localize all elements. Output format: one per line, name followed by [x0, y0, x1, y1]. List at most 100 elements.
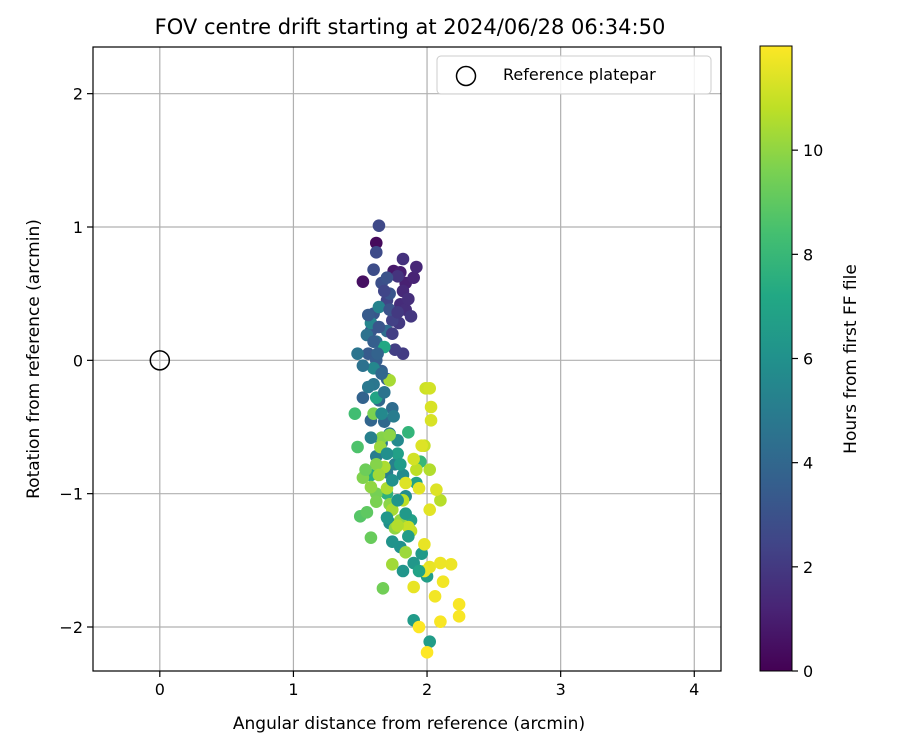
reference-marker [149, 350, 171, 371]
data-point-68 [348, 407, 362, 420]
y-tick-label-2: 0 [73, 351, 83, 370]
data-point-143 [399, 507, 412, 520]
data-point-5 [407, 271, 420, 284]
data-point-102 [436, 575, 450, 588]
data-point-82 [386, 558, 399, 571]
y-axis-ticks: −2 −1 0 1 2 [59, 85, 93, 637]
data-point-107 [412, 620, 426, 634]
colorbar-tick-label-2: 4 [803, 454, 813, 473]
data-point-148 [356, 359, 370, 372]
data-point-94 [415, 439, 428, 452]
data-point-127 [387, 410, 400, 423]
data-point-6 [410, 260, 423, 274]
data-point-12 [404, 310, 418, 323]
legend-marker-icon [455, 65, 477, 87]
data-point-81 [399, 546, 412, 559]
data-point-10 [396, 252, 410, 266]
colorbar-ticks: 0 2 4 6 8 10 [792, 141, 823, 681]
data-point-149 [364, 431, 378, 444]
colorbar-tick-label-5: 10 [803, 141, 823, 160]
data-point-91 [423, 382, 437, 395]
colorbar-label: Hours from first FF file [841, 264, 861, 454]
data-point-38 [351, 347, 364, 360]
data-point-98 [418, 538, 431, 551]
data-point-1 [356, 275, 370, 288]
data-point-105 [452, 610, 466, 623]
plot-frame [92, 46, 722, 672]
data-point-128 [377, 386, 391, 399]
data-point-144 [402, 530, 415, 543]
data-point-146 [380, 511, 394, 524]
data-point-18 [372, 219, 386, 232]
data-point-132 [361, 308, 375, 322]
chart-title: FOV centre drift starting at 2024/06/28 … [155, 15, 666, 39]
x-tick-label-2: 2 [422, 680, 432, 699]
y-axis-label: Rotation from reference (arcmin) [24, 219, 44, 499]
data-point-19 [369, 246, 383, 259]
data-point-92 [424, 400, 438, 414]
data-point-104 [452, 598, 466, 611]
colorbar-tick-label-1: 2 [803, 558, 813, 577]
data-point-86 [434, 494, 447, 507]
y-tick-label-3: 1 [73, 218, 83, 237]
x-axis-ticks: 0 1 2 3 4 [155, 671, 699, 699]
data-point-145 [412, 564, 426, 578]
data-point-126 [394, 458, 407, 471]
data-point-30 [356, 391, 370, 404]
x-tick-label-3: 3 [556, 680, 566, 699]
data-point-136 [386, 327, 399, 340]
data-point-140 [380, 447, 394, 460]
data-point-103 [428, 590, 442, 603]
colorbar-tick-label-3: 6 [803, 350, 813, 369]
x-tick-label-4: 4 [689, 680, 699, 699]
data-point-125 [391, 447, 404, 460]
data-point-15 [388, 343, 402, 356]
x-tick-label-1: 1 [288, 680, 298, 699]
x-tick-label-0: 0 [155, 680, 165, 699]
legend: Reference platepar [436, 55, 712, 95]
data-point-71 [360, 506, 374, 519]
y-tick-label-0: −2 [59, 618, 83, 637]
data-point-95 [430, 483, 443, 496]
data-point-110 [407, 452, 420, 466]
y-tick-label-4: 2 [73, 85, 83, 104]
colorbar-tick-label-4: 8 [803, 245, 813, 264]
data-point-119 [364, 480, 378, 494]
data-point-106 [434, 615, 447, 628]
data-point-135 [377, 284, 391, 298]
data-point-58 [423, 635, 437, 648]
data-point-53 [386, 535, 399, 548]
data-point-0 [369, 236, 383, 250]
legend-box [436, 55, 712, 95]
data-point-11 [391, 270, 404, 283]
data-point-22 [380, 271, 394, 284]
data-point-20 [367, 263, 380, 276]
data-point-130 [371, 347, 384, 360]
data-point-112 [407, 580, 420, 594]
data-point-120 [372, 468, 386, 482]
data-point-96 [412, 482, 426, 495]
data-point-131 [367, 335, 380, 348]
data-point-115 [391, 519, 404, 532]
x-axis-label: Angular distance from reference (arcmin) [233, 714, 585, 734]
data-point-137 [391, 306, 404, 319]
data-point-129 [375, 367, 388, 380]
data-point-85 [423, 463, 437, 476]
data-point-87 [410, 463, 423, 476]
data-point-138 [402, 292, 415, 306]
data-point-66 [402, 426, 415, 439]
data-point-133 [372, 320, 386, 334]
reference-marker-group [149, 350, 171, 371]
legend-entry-label: Reference platepar [503, 65, 656, 84]
data-point-108 [420, 646, 434, 659]
data-point-69 [351, 440, 364, 454]
y-tick-label-1: −1 [59, 485, 83, 504]
data-point-101 [444, 558, 458, 571]
data-point-116 [383, 428, 396, 442]
data-point-122 [369, 495, 383, 508]
data-point-118 [369, 458, 383, 471]
data-point-139 [375, 407, 388, 420]
data-point-93 [424, 414, 438, 427]
